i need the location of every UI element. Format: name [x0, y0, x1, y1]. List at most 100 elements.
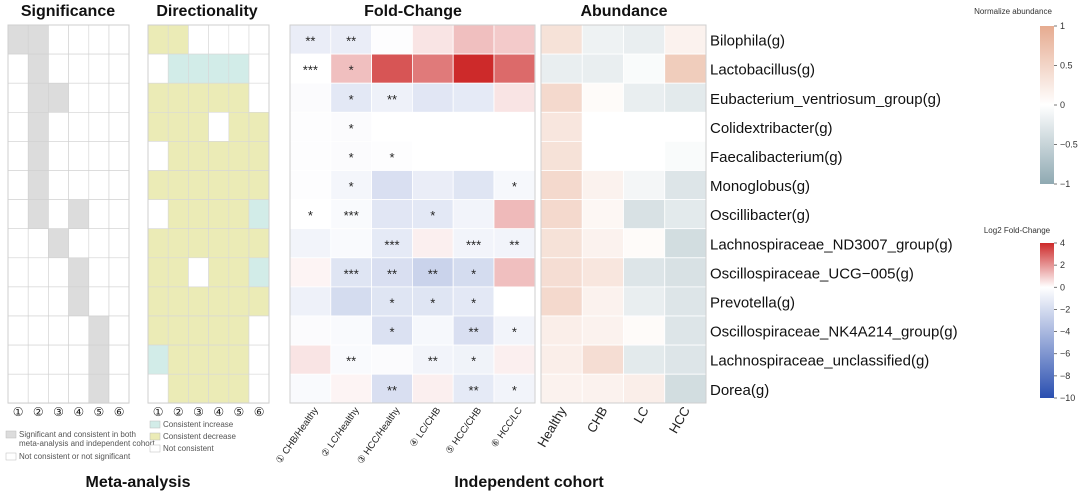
- significance-stars: *: [389, 325, 394, 340]
- fold-change-cell: [289, 24, 332, 55]
- abundance-x-label: HCC: [666, 404, 693, 436]
- abundance-heatmap: [540, 24, 707, 404]
- significance-column-number: ⑥: [114, 405, 125, 419]
- colorbar-tick-label: 2: [1060, 260, 1065, 270]
- directionality-cell: [147, 286, 169, 317]
- directionality-cell: [208, 315, 230, 346]
- significance-stars: *: [308, 208, 313, 223]
- significance-cell: [68, 199, 90, 230]
- significance-cell: [108, 170, 130, 200]
- colorbar-tick-label: −0.5: [1060, 140, 1078, 150]
- abundance-cell: [623, 24, 666, 55]
- significance-stars: *: [389, 150, 394, 165]
- fold-change-cell: [371, 373, 413, 404]
- fold-change-cell: [371, 82, 413, 113]
- fold-change-cell: [330, 373, 372, 404]
- directionality-cell: [208, 112, 230, 142]
- significance-cell: [7, 24, 29, 55]
- significance-stars: **: [346, 34, 356, 49]
- abundance-cell: [581, 24, 624, 55]
- fold-change-cell: [371, 286, 413, 317]
- fold-change-cell: [330, 24, 372, 55]
- significance-cell: [68, 315, 90, 346]
- fold-change-cell: [289, 286, 332, 317]
- directionality-cell: [188, 141, 209, 171]
- colorbar-tick-label: 0.5: [1060, 61, 1073, 71]
- genus-label: Oscillibacter(g): [710, 207, 810, 224]
- fold-change-cell: [330, 257, 372, 288]
- abundance-cell: [664, 315, 707, 346]
- directionality-cell: [147, 344, 169, 375]
- fold-change-cell: [289, 257, 332, 288]
- abundance-cell: [540, 170, 583, 201]
- abundance-cell: [581, 373, 624, 404]
- abundance-x-label: LC: [630, 404, 651, 426]
- directionality-cell: [167, 53, 189, 84]
- abundance-cell: [540, 286, 583, 317]
- significance-cell: [68, 373, 90, 404]
- legend-label-significant: Significant and consistent in both meta-a…: [19, 430, 155, 448]
- legend-swatch-decrease: [149, 432, 161, 441]
- fold-change-cell: [371, 344, 413, 375]
- significance-cell: [108, 228, 130, 259]
- abundance-cell: [664, 170, 707, 201]
- directionality-cell: [147, 170, 169, 200]
- genus-label: Oscillospiraceae_UCG−005(g): [710, 265, 914, 282]
- significance-cell: [7, 315, 29, 346]
- abundance-colorbar: Normalize abundance 1 0.5 0 −0.5 −1: [974, 7, 1078, 189]
- significance-cell: [27, 53, 49, 84]
- abundance-cell: [623, 286, 666, 317]
- significance-cell: [7, 373, 29, 404]
- colorbar-tick-label: −6: [1060, 349, 1070, 359]
- significance-stars: ***: [344, 266, 359, 281]
- fold-change-cell: [371, 199, 413, 230]
- fold-change-cell: [452, 82, 495, 113]
- significance-cell: [7, 257, 29, 288]
- significance-cell: [108, 112, 130, 142]
- directionality-heatmap: [147, 24, 270, 404]
- significance-stars: *: [389, 295, 394, 310]
- directionality-cell: [208, 257, 230, 288]
- significance-cell: [68, 141, 90, 171]
- fold-change-cell: [289, 111, 332, 142]
- fold-change-cell: [330, 140, 372, 171]
- colorbar-tick-label: 4: [1060, 238, 1065, 248]
- significance-cell: [108, 141, 130, 171]
- directionality-cell: [167, 82, 189, 113]
- significance-stars: *: [430, 208, 435, 223]
- directionality-cell: [147, 82, 169, 113]
- abundance-cell: [623, 82, 666, 113]
- significance-cell: [7, 170, 29, 200]
- significance-cell: [88, 112, 110, 142]
- abundance-cell: [664, 257, 707, 288]
- abundance-cell: [623, 170, 666, 201]
- directionality-cell: [248, 24, 270, 55]
- significance-stars: *: [430, 295, 435, 310]
- directionality-cell: [248, 228, 270, 259]
- significance-stars: *: [471, 295, 476, 310]
- significance-stars: *: [512, 179, 517, 194]
- colorbar-tick-label: −8: [1060, 371, 1070, 381]
- directionality-cell: [248, 141, 270, 171]
- directionality-cell: [147, 228, 169, 259]
- significance-cell: [108, 344, 130, 375]
- significance-stars: **: [469, 325, 479, 340]
- abundance-cell: [623, 228, 666, 259]
- independent-cohort-label: Independent cohort: [454, 474, 604, 491]
- significance-cell: [68, 228, 90, 259]
- significance-cell: [88, 228, 110, 259]
- directionality-cell: [228, 344, 250, 375]
- abundance-cell: [664, 373, 707, 404]
- directionality-cell: [248, 344, 270, 375]
- legend-label-decrease: Consistent decrease: [163, 432, 236, 441]
- directionality-column-number: ③: [193, 405, 204, 419]
- fold-change-cell: [493, 24, 536, 55]
- significance-cell: [48, 170, 69, 200]
- directionality-cell: [208, 141, 230, 171]
- fold-change-cell: [493, 53, 536, 84]
- abundance-cell: [540, 373, 583, 404]
- directionality-cell: [147, 257, 169, 288]
- directionality-title: Directionality: [156, 3, 257, 20]
- abundance-cell: [581, 199, 624, 230]
